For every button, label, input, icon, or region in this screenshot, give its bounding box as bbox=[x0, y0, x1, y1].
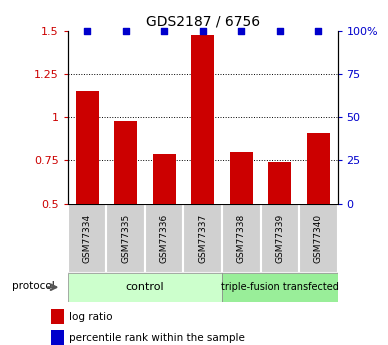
Bar bbox=[184, 204, 222, 273]
Bar bbox=[106, 204, 145, 273]
Title: GDS2187 / 6756: GDS2187 / 6756 bbox=[146, 14, 260, 29]
Text: GSM77338: GSM77338 bbox=[237, 214, 246, 263]
Text: percentile rank within the sample: percentile rank within the sample bbox=[69, 333, 244, 343]
Bar bbox=[307, 133, 330, 204]
Point bbox=[238, 28, 244, 34]
Bar bbox=[68, 273, 222, 302]
Bar bbox=[222, 204, 260, 273]
Text: GSM77335: GSM77335 bbox=[121, 214, 130, 263]
Text: protocol: protocol bbox=[12, 281, 55, 291]
Bar bbox=[230, 152, 253, 204]
Bar bbox=[191, 34, 214, 204]
Bar bbox=[260, 204, 299, 273]
Point bbox=[84, 28, 90, 34]
Bar bbox=[76, 91, 99, 204]
Bar bbox=[268, 162, 291, 204]
Text: log ratio: log ratio bbox=[69, 312, 112, 322]
Bar bbox=[145, 204, 184, 273]
Point bbox=[315, 28, 321, 34]
Text: GSM77340: GSM77340 bbox=[314, 214, 323, 263]
Text: GSM77337: GSM77337 bbox=[198, 214, 207, 263]
Text: GSM77339: GSM77339 bbox=[275, 214, 284, 263]
Text: triple-fusion transfected: triple-fusion transfected bbox=[221, 282, 339, 292]
Point bbox=[200, 28, 206, 34]
Text: GSM77334: GSM77334 bbox=[83, 214, 92, 263]
Point bbox=[277, 28, 283, 34]
Bar bbox=[152, 154, 176, 204]
Bar bbox=[51, 330, 64, 345]
Bar bbox=[68, 204, 106, 273]
Bar bbox=[114, 121, 137, 204]
Bar bbox=[299, 204, 338, 273]
Point bbox=[123, 28, 129, 34]
Text: control: control bbox=[126, 282, 164, 292]
Text: GSM77336: GSM77336 bbox=[160, 214, 169, 263]
Point bbox=[161, 28, 167, 34]
Bar bbox=[51, 309, 64, 324]
Bar bbox=[222, 273, 338, 302]
